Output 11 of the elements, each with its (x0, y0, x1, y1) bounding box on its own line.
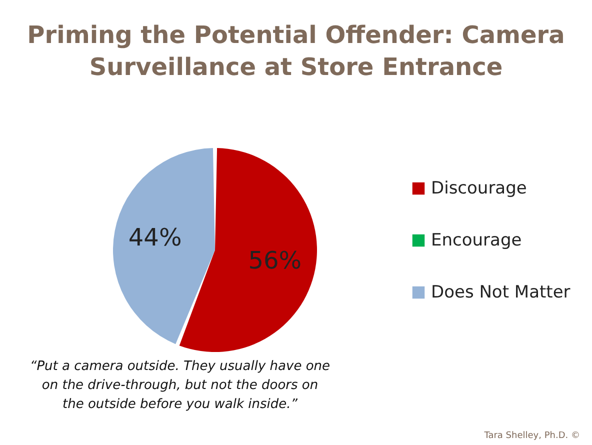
legend-label: Discourage (431, 178, 527, 198)
pie-slice (179, 148, 317, 352)
legend-label: Does Not Matter (431, 282, 570, 302)
legend-label: Encourage (431, 230, 522, 250)
text: Surveillance at Store Entrance (89, 53, 503, 81)
data-label: 44% (128, 224, 182, 252)
pie-slice (113, 148, 215, 344)
text: “Put a camera outside. They usually have one on the drive-through, but not the doors on the outside before you walk inside.” (30, 359, 330, 412)
text: Tara Shelley, Ph.D. © (483, 431, 580, 441)
text: Priming the Potential Offender: Camera (27, 21, 565, 49)
data-label: 56% (248, 246, 302, 274)
